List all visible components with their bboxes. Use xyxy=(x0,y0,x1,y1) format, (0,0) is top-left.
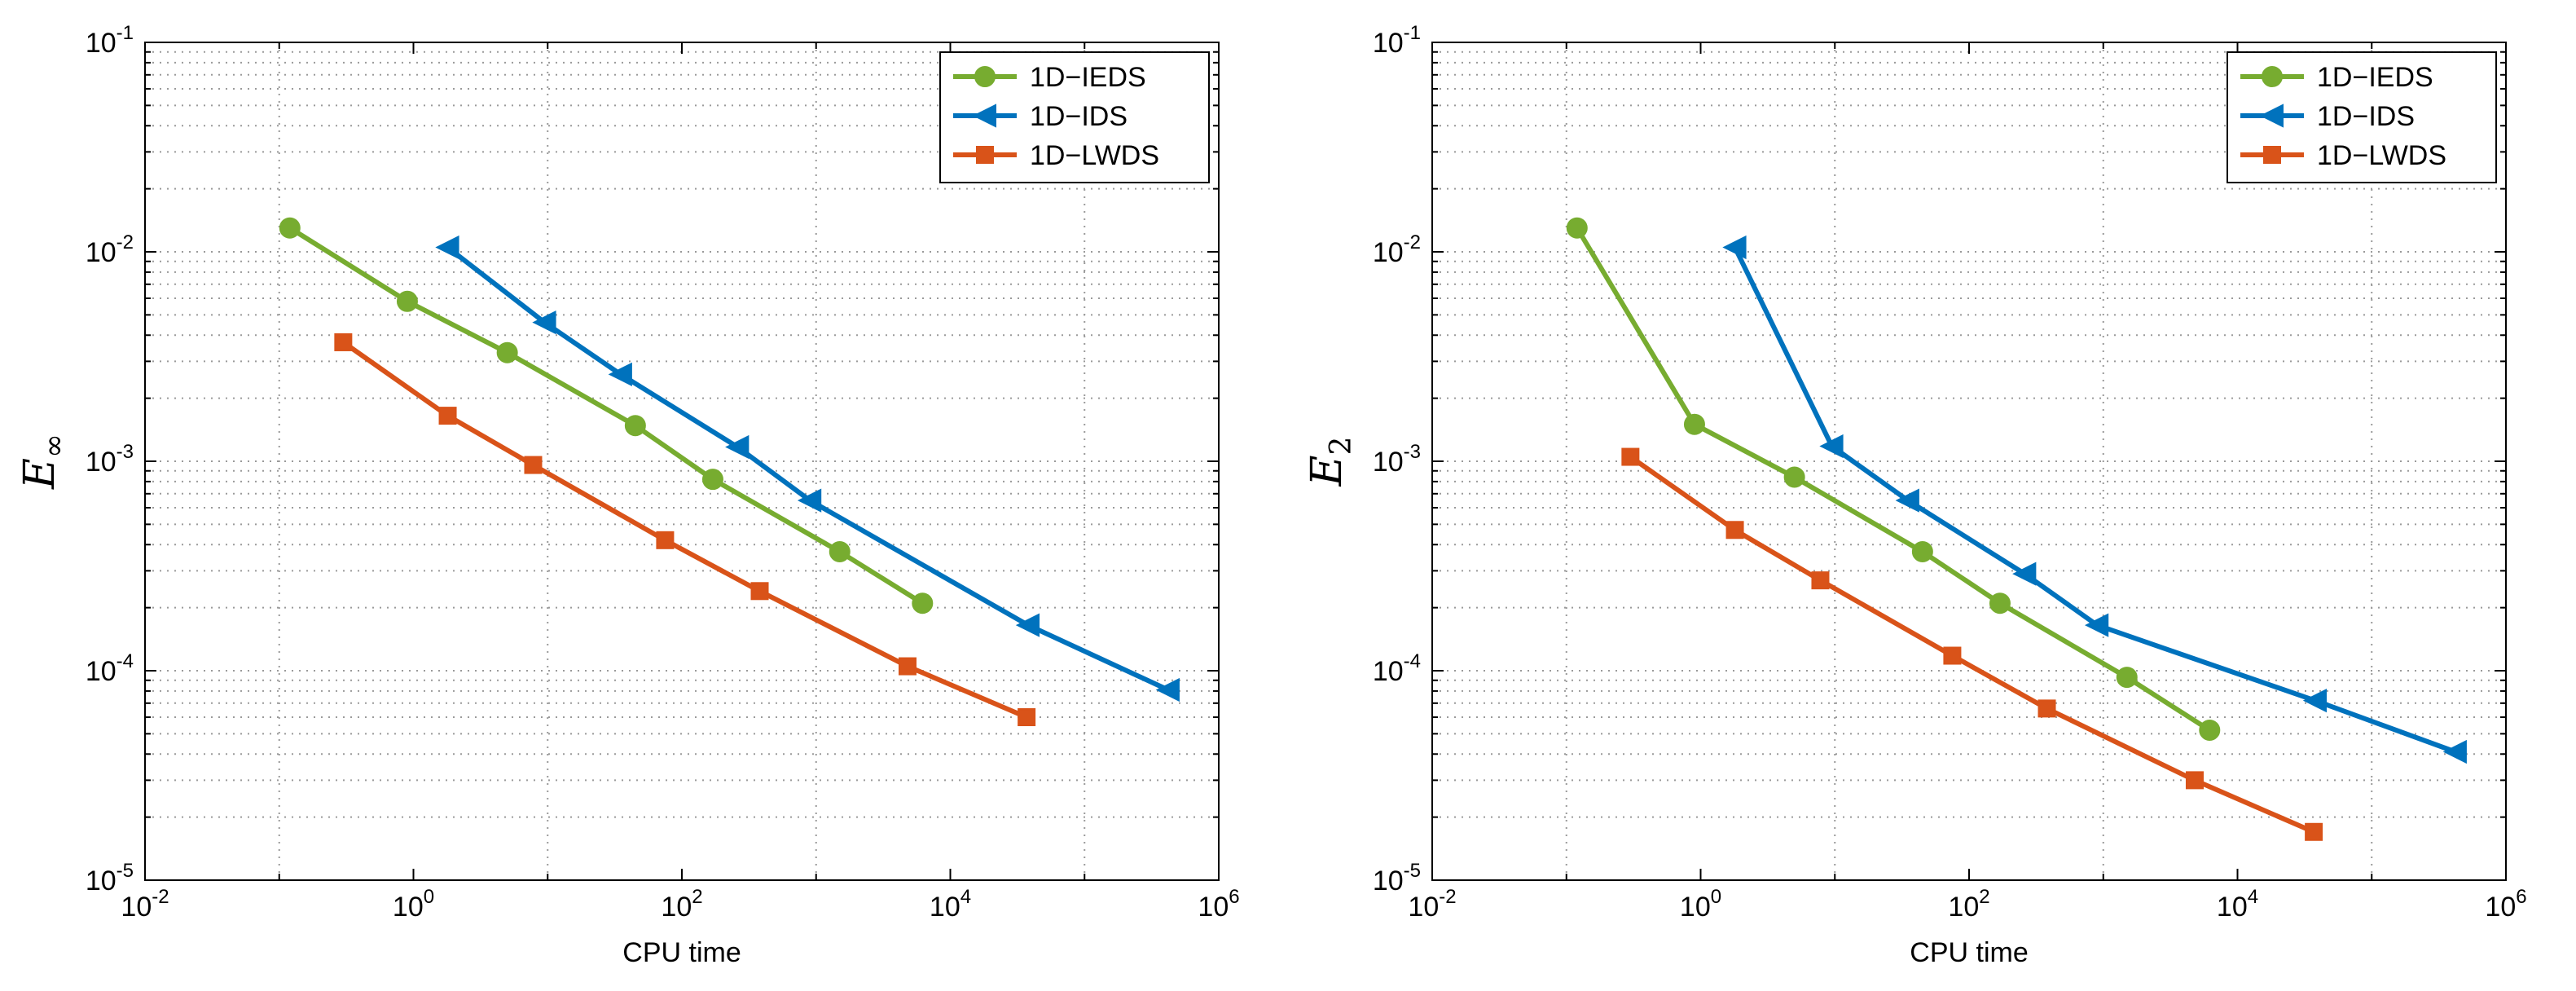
x-tick-label: 106 xyxy=(2485,886,2526,923)
data-point-ids xyxy=(725,434,750,460)
data-point-ieds xyxy=(496,341,518,363)
y-tick-label: 10-2 xyxy=(86,231,134,268)
legend-marker-ieds xyxy=(2262,66,2283,87)
legend-marker-ids xyxy=(2259,104,2284,128)
data-point-ids xyxy=(797,488,822,513)
data-point-ids xyxy=(2442,739,2467,764)
legend-label-ieds: 1D−IEDS xyxy=(1030,62,1146,93)
y-tick-label: 10-5 xyxy=(86,860,134,896)
data-point-lwds xyxy=(2038,699,2056,718)
x-axis-label: CPU time xyxy=(622,937,741,968)
series-ieds xyxy=(279,217,934,614)
data-point-ieds xyxy=(279,217,301,239)
data-point-ieds xyxy=(624,415,646,437)
data-point-ieds xyxy=(1783,466,1805,488)
data-point-ids xyxy=(2084,613,2109,637)
data-point-lwds xyxy=(2185,771,2204,790)
data-point-lwds xyxy=(2305,822,2323,841)
y-axis-label-sub: ∞ xyxy=(37,434,71,458)
data-point-lwds xyxy=(1943,646,1962,665)
legend-marker-lwds xyxy=(2263,146,2281,164)
grid xyxy=(145,42,1219,881)
data-point-lwds xyxy=(438,407,457,425)
data-point-ieds xyxy=(1683,413,1705,435)
y-axis-label-sub: 2 xyxy=(1325,437,1358,456)
data-point-ieds xyxy=(396,290,418,312)
data-point-ieds xyxy=(701,469,723,491)
data-point-ids xyxy=(1819,434,1844,459)
series-ieds xyxy=(1566,217,2221,741)
data-point-ids xyxy=(2302,689,2328,713)
data-point-ieds xyxy=(2199,719,2221,741)
series-lwds xyxy=(334,333,1036,727)
data-point-ids xyxy=(435,235,459,260)
y-axis-label: E2 xyxy=(1303,437,1358,487)
y-tick-label: 10-1 xyxy=(86,22,134,59)
y-axis-label: E∞ xyxy=(15,434,71,490)
series-ids xyxy=(1722,235,2467,764)
y-tick-label: 10-3 xyxy=(1373,441,1421,478)
y-tick-label: 10-3 xyxy=(86,441,134,478)
legend-marker-lwds xyxy=(976,146,994,164)
data-point-lwds xyxy=(1725,521,1744,540)
y-tick-label: 10-4 xyxy=(1373,650,1421,687)
x-tick-label: 100 xyxy=(1680,886,1721,923)
data-point-lwds xyxy=(1811,571,1830,590)
data-point-ids xyxy=(1895,488,1919,513)
legend: 1D−IEDS 1D−IDS 1D−LWDS xyxy=(2227,51,2497,183)
legend-label-ids: 1D−IDS xyxy=(2317,101,2415,132)
legend: 1D−IEDS 1D−IDS 1D−LWDS xyxy=(939,51,1210,183)
data-point-lwds xyxy=(1018,708,1036,727)
data-point-lwds xyxy=(750,582,769,601)
data-point-ieds xyxy=(1989,592,2011,614)
data-point-ids xyxy=(532,311,556,335)
data-point-ids xyxy=(1722,235,1747,260)
data-point-lwds xyxy=(524,456,543,474)
data-point-ids xyxy=(2012,562,2037,586)
y-tick-label: 10-5 xyxy=(1373,860,1421,896)
y-axis-label-main: E xyxy=(15,458,64,490)
y-tick-label: 10-4 xyxy=(86,650,134,687)
x-tick-label: 102 xyxy=(1948,886,1989,923)
x-tick-label: 100 xyxy=(393,886,434,923)
series-ids xyxy=(435,235,1180,703)
x-axis-label: CPU time xyxy=(1910,937,2028,968)
data-point-ieds xyxy=(1911,540,1933,562)
data-point-lwds xyxy=(334,333,353,351)
data-point-ids xyxy=(1015,613,1040,637)
ticks xyxy=(144,42,1220,881)
x-tick-label: 10-2 xyxy=(121,886,169,923)
chart-panel-2: 10-2 100 102 104 106 10-5 10-4 10-3 10-2 10-1 CPU … xyxy=(1303,22,2527,968)
data-point-lwds xyxy=(1621,447,1640,466)
legend-label-lwds: 1D−LWDS xyxy=(1030,140,1159,171)
x-tick-label: 104 xyxy=(2217,886,2258,923)
data-point-ieds xyxy=(912,592,934,614)
legend-label-lwds: 1D−LWDS xyxy=(2317,140,2446,171)
data-point-ieds xyxy=(1566,217,1588,239)
series-lwds xyxy=(1621,447,2323,841)
x-tick-label: 104 xyxy=(930,886,971,923)
data-point-ieds xyxy=(2116,667,2138,689)
x-tick-label: 106 xyxy=(1198,886,1239,923)
y-tick-label: 10-2 xyxy=(1373,231,1421,268)
data-point-lwds xyxy=(898,657,917,676)
y-axis-label-main: E xyxy=(1303,455,1352,487)
data-point-lwds xyxy=(656,531,675,549)
data-point-ids xyxy=(1155,677,1180,703)
x-tick-label: 10-2 xyxy=(1408,886,1456,923)
legend-label-ieds: 1D−IEDS xyxy=(2317,62,2433,93)
y-tick-label: 10-1 xyxy=(1373,22,1421,59)
x-tick-label: 102 xyxy=(661,886,702,923)
legend-marker-ids xyxy=(972,104,996,128)
chart-panel-1: 10-2 100 102 104 106 10-5 10-4 10-3 10-2 10-1 CPU … xyxy=(15,22,1240,968)
legend-marker-ieds xyxy=(974,66,996,87)
data-point-ids xyxy=(608,362,632,386)
data-point-ieds xyxy=(829,540,851,562)
ticks xyxy=(1431,42,2507,881)
legend-label-ids: 1D−IDS xyxy=(1030,101,1128,132)
